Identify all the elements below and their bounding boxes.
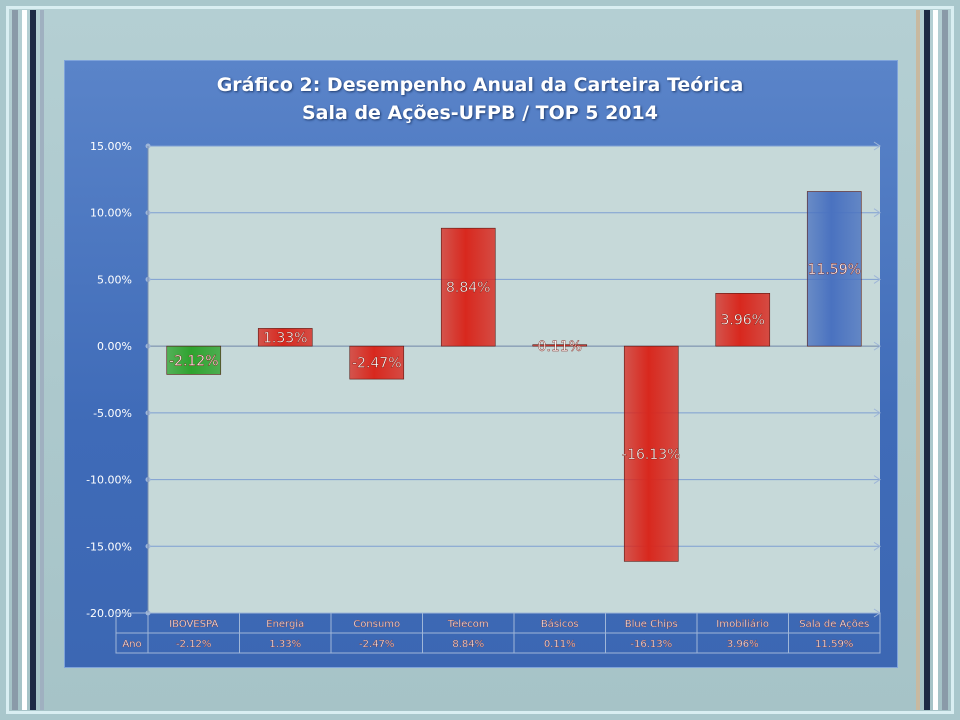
data-label: 8.84%	[446, 280, 490, 296]
gridline-arrow	[873, 141, 881, 151]
gridline-arrow	[873, 208, 881, 218]
x-category-label: Consumo	[353, 619, 400, 630]
table-value: -2.47%	[359, 639, 394, 650]
x-category-label: IBOVESPA	[169, 619, 218, 630]
y-tick-label: -20.00%	[86, 607, 132, 620]
plot-area	[148, 146, 880, 613]
y-tick-label: 0.00%	[97, 340, 132, 353]
decorative-stripes-left	[12, 10, 52, 710]
table-value: 8.84%	[452, 639, 484, 650]
gridline-arrow	[873, 275, 881, 284]
bar-b-sicos	[532, 344, 588, 347]
y-tick-label: 10.00%	[90, 207, 132, 220]
table-value: 3.96%	[727, 639, 759, 650]
bar-energia	[257, 328, 313, 347]
bar-ibovespa	[166, 345, 222, 375]
y-tick-label: 5.00%	[97, 273, 132, 286]
chart-title-line2: Sala de Ações-UFPB / TOP 5 2014	[301, 102, 658, 124]
data-label: 3.96%	[721, 313, 765, 329]
data-label: 11.59%	[808, 262, 861, 278]
x-category-label: Sala de Ações	[799, 619, 869, 630]
bar-sala-de-a-es	[806, 191, 862, 347]
x-category-label: Imobiliário	[716, 618, 769, 630]
x-category-label: Energia	[266, 619, 304, 630]
data-label: 1.33%	[263, 330, 307, 346]
data-labels: -2.12% 1.33% -2.47% 8.84% 0.11% -16.13% 3.96% 1…	[169, 262, 861, 463]
bar-consumo	[349, 345, 405, 380]
x-category-label: Blue Chips	[625, 619, 678, 630]
table-value: 0.11%	[544, 639, 576, 650]
gridline-arrow	[873, 475, 881, 484]
gridline-arrow	[873, 408, 881, 418]
bar-telecom	[440, 227, 496, 347]
x-category-label: Básicos	[541, 618, 579, 630]
y-axis: 15.00% 10.00% 5.00% 0.00% -5.00% -10.00% -15.0…	[86, 140, 149, 620]
bar-blue-chips	[623, 345, 679, 562]
gridline-arrow	[873, 341, 881, 351]
data-label: -2.47%	[352, 356, 402, 372]
table-row-label: Ano	[122, 639, 141, 650]
table-value: -2.12%	[176, 639, 211, 650]
grid-layer	[145, 141, 881, 618]
y-tick-label: -10.00%	[86, 474, 132, 487]
y-tick-label: -15.00%	[86, 540, 132, 553]
table-value: 11.59%	[815, 639, 853, 650]
data-label: -16.13%	[622, 447, 680, 463]
bar-imobili-rio	[715, 293, 771, 347]
chart-title-line1: Gráfico 2: Desempenho Anual da Carteira …	[216, 74, 744, 96]
table-value: -16.13%	[630, 639, 672, 650]
bars	[166, 191, 862, 562]
decorative-stripes-right	[908, 10, 948, 710]
table-value: 1.33%	[269, 639, 301, 650]
y-tick-label: -5.00%	[93, 407, 132, 420]
data-label: 0.11%	[538, 339, 582, 355]
data-table: Ano IBOVESPA -2.12% Energia 1.33% Consumo -2.4…	[115, 612, 881, 654]
data-label: -2.12%	[169, 353, 219, 369]
gridline-arrow	[873, 541, 881, 551]
y-tick-label: 15.00%	[90, 140, 132, 153]
x-category-label: Telecom	[447, 619, 489, 630]
